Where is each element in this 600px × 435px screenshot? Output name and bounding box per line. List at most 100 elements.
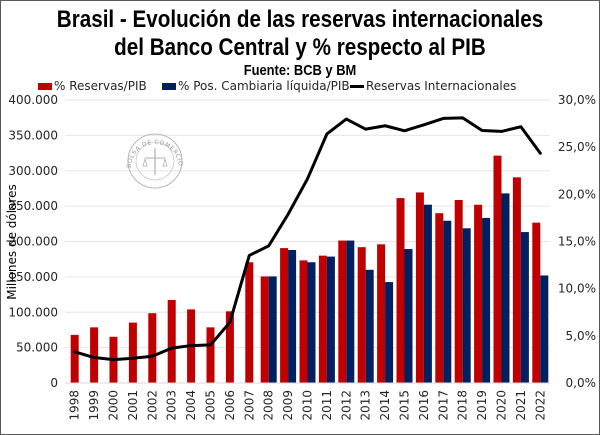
bar-reservas-pib — [148, 313, 157, 383]
x-tick-label: 2007 — [242, 390, 256, 421]
x-tick-label: 2014 — [378, 390, 392, 421]
reserves-line-group — [73, 116, 542, 362]
x-tick-label: 2021 — [514, 390, 528, 421]
bar-reservas-pib — [474, 204, 483, 383]
bar-reservas-pib — [128, 322, 137, 383]
watermark-text: BOLSA DE COMERCIO DE ROSARIO — [0, 0, 184, 169]
bar-pos-cambiaria-pib — [288, 249, 297, 383]
bar-reservas-pib — [70, 334, 79, 383]
bar-pos-cambiaria-pib — [326, 256, 335, 383]
x-tick-label: 2013 — [359, 390, 373, 421]
x-tick-label: 2008 — [262, 390, 276, 421]
bar-pos-cambiaria-pib — [365, 269, 374, 383]
bar-reservas-pib — [245, 262, 254, 383]
bar-reservas-pib — [512, 177, 521, 383]
chart-subtitle: Fuente: BCB y BM — [243, 62, 357, 79]
x-tick-label: 2005 — [204, 390, 218, 421]
y-axis-label: Millones de dólares — [5, 184, 19, 300]
x-tick-label: 2020 — [495, 390, 509, 421]
x-tick-label: 2006 — [223, 390, 237, 421]
bar-reservas-pib — [225, 311, 234, 383]
x-tick-label: 2012 — [339, 390, 353, 421]
y-left-tick-label: 250.000 — [8, 199, 58, 213]
x-tick-label: 2000 — [107, 390, 121, 421]
y-left-tick-label: 400.000 — [8, 93, 58, 107]
legend-item-reservas-pib: % Reservas/PIB — [38, 79, 147, 93]
x-tick-label: 2018 — [456, 390, 470, 421]
watermark-scale-pans — [142, 157, 168, 167]
watermark-ring-inner — [135, 141, 175, 181]
legend-swatch-red — [38, 82, 52, 90]
bar-reservas-pib — [167, 299, 176, 383]
bar-reservas-pib — [299, 260, 308, 383]
bar-reservas-pib — [318, 255, 327, 383]
bar-reservas-pib — [377, 244, 386, 383]
x-axis: 1998 1999 2000 2001 2002 2003 2004 2005 2006 2007… — [68, 390, 548, 421]
legend-label: % Pos. Cambiaria líquida/PIB — [178, 79, 350, 93]
bar-reservas-pib — [280, 248, 289, 383]
y-left-tick-label: 300.000 — [8, 164, 58, 178]
y-right-tick-label: 5,0% — [566, 329, 597, 343]
legend-item-reservas-internacionales: Reservas Internacionales — [350, 79, 516, 93]
bar-pos-cambiaria-pib — [482, 217, 491, 383]
bars — [70, 155, 549, 383]
y-left-tick-label: 100.000 — [8, 305, 58, 319]
x-tick-label: 2001 — [126, 390, 140, 421]
bar-reservas-pib — [90, 327, 99, 383]
bar-pos-cambiaria-pib — [268, 276, 277, 383]
x-tick-label: 2022 — [533, 390, 547, 421]
y-left-tick-label: 50.000 — [16, 341, 58, 355]
legend-item-pos-cambiaria: % Pos. Cambiaria líquida/PIB — [162, 79, 350, 93]
bar-reservas-pib — [396, 198, 405, 383]
y-right-tick-label: 0,0% — [566, 376, 597, 390]
x-tick-label: 2016 — [417, 390, 431, 421]
bar-reservas-pib — [260, 276, 269, 383]
legend-label: % Reservas/PIB — [54, 79, 147, 93]
x-tick-label: 2009 — [281, 390, 295, 421]
bar-reservas-pib — [454, 199, 463, 383]
bar-pos-cambiaria-pib — [307, 262, 316, 383]
bar-pos-cambiaria-pib — [346, 240, 355, 383]
legend-label: Reservas Internacionales — [366, 79, 517, 93]
x-tick-label: 2019 — [475, 390, 489, 421]
y-left-tick-label: 350.000 — [8, 128, 58, 142]
watermark-ring-outer — [127, 133, 183, 189]
y-left-tick-label: 200.000 — [8, 235, 58, 249]
bar-reservas-pib — [532, 222, 541, 383]
reserves-line — [73, 116, 542, 362]
bar-reservas-pib — [338, 240, 347, 383]
chart-title: Brasil - Evolución de las reservas inter… — [56, 6, 544, 33]
x-tick-label: 2015 — [398, 390, 412, 421]
y-right-tick-label: 25,0% — [558, 140, 596, 154]
bar-reservas-pib — [206, 327, 215, 383]
chart-title-line2: del Banco Central y % respecto al PIB — [114, 34, 486, 61]
bar-reservas-pib — [493, 155, 502, 383]
legend-swatch-blue — [162, 82, 176, 90]
bar-pos-cambiaria-pib — [404, 249, 413, 383]
bar-pos-cambiaria-pib — [540, 275, 549, 383]
x-tick-label: 2011 — [320, 390, 334, 421]
bar-pos-cambiaria-pib — [423, 204, 432, 383]
x-tick-label: 2010 — [301, 390, 315, 421]
bar-pos-cambiaria-pib — [462, 228, 471, 383]
bar-pos-cambiaria-pib — [520, 232, 529, 383]
bar-reservas-pib — [357, 247, 366, 383]
y-axis-right: 0,0% 5,0% 10,0% 15,0% 20,0% 25,0% 30,0% — [558, 93, 596, 390]
y-right-tick-label: 15,0% — [558, 235, 596, 249]
y-left-tick-label: 150.000 — [8, 270, 58, 284]
y-axis-left: 0 50.000 100.000 150.000 200.000 250.000 300.0… — [8, 93, 58, 390]
y-right-tick-label: 20,0% — [558, 187, 596, 201]
legend-line-black — [350, 84, 364, 88]
bar-pos-cambiaria-pib — [443, 220, 452, 383]
y-left-tick-label: 0 — [50, 376, 58, 390]
x-tick-label: 2003 — [165, 390, 179, 421]
y-right-tick-label: 30,0% — [558, 93, 596, 107]
bar-reservas-pib — [415, 192, 424, 383]
x-tick-label: 2004 — [184, 390, 198, 421]
bar-reservas-pib — [435, 213, 444, 383]
bar-pos-cambiaria-pib — [501, 193, 510, 383]
legend: % Reservas/PIB % Pos. Cambiaria líquida/… — [0, 78, 600, 96]
y-right-tick-label: 10,0% — [558, 282, 596, 296]
x-tick-label: 2002 — [145, 390, 159, 421]
